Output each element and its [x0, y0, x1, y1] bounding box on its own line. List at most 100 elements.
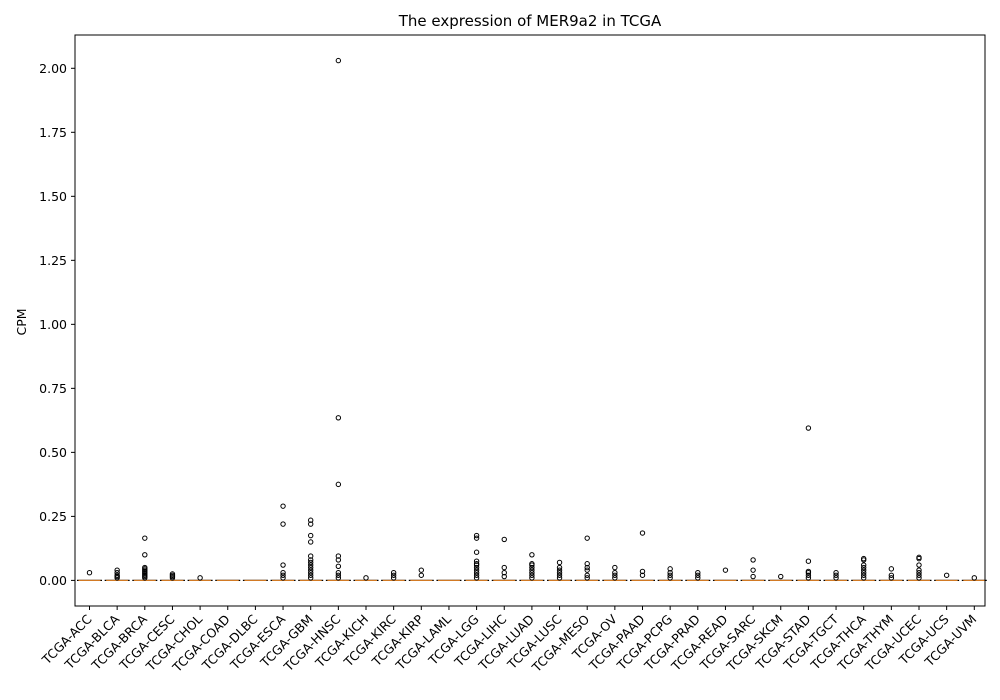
outlier-point	[861, 562, 867, 568]
outlier-point	[584, 575, 590, 581]
outlier-point	[501, 570, 507, 576]
outlier-point	[308, 572, 314, 578]
outlier-point	[529, 570, 535, 576]
outlier-point	[529, 564, 535, 571]
outlier-point	[86, 570, 93, 576]
outlier-point	[308, 567, 314, 573]
outlier-point	[556, 575, 563, 581]
outlier-point	[390, 570, 397, 576]
outlier-point	[805, 425, 812, 431]
outlier-point	[639, 572, 646, 578]
outlier-point	[888, 572, 895, 578]
outlier-point	[695, 572, 701, 578]
outlier-point	[667, 570, 673, 576]
outlier-point	[473, 564, 480, 571]
outlier-point	[584, 535, 590, 541]
outlier-point	[805, 575, 812, 581]
outlier-point	[916, 555, 922, 562]
outlier-point	[916, 572, 922, 578]
outlier-point	[280, 521, 286, 527]
outlier-point	[418, 572, 424, 578]
outlier-point	[335, 557, 342, 563]
y-tick-label: 0.75	[39, 381, 67, 396]
outlier-point	[335, 563, 342, 570]
y-tick-label: 0.50	[39, 445, 67, 460]
outlier-point	[308, 559, 314, 566]
y-tick-label: 1.25	[39, 253, 67, 268]
outlier-point	[335, 553, 342, 559]
outlier-point	[308, 517, 314, 523]
outlier-point	[529, 552, 535, 558]
outlier-point	[667, 572, 673, 578]
outlier-point	[750, 557, 756, 563]
outlier-point	[142, 575, 148, 581]
y-tick-label: 1.00	[39, 317, 67, 332]
outlier-point	[805, 572, 812, 578]
outlier-point	[916, 575, 922, 581]
outlier-point	[390, 572, 397, 578]
outlier-point	[473, 575, 480, 581]
outlier-point	[584, 564, 590, 571]
outlier-point	[778, 573, 784, 580]
outlier-point	[308, 575, 314, 581]
y-tick-label: 1.75	[39, 125, 67, 140]
outlier-point	[639, 568, 646, 575]
outlier-point	[556, 559, 563, 566]
outlier-point	[501, 564, 507, 571]
outlier-point	[584, 572, 590, 578]
outlier-point	[722, 567, 729, 573]
outlier-point	[667, 566, 673, 572]
outlier-point	[308, 539, 314, 545]
outlier-point	[971, 575, 977, 581]
outlier-point	[473, 572, 480, 578]
outlier-point	[529, 572, 535, 578]
outlier-point	[473, 535, 480, 541]
y-tick-label: 2.00	[39, 61, 67, 76]
outlier-point	[556, 567, 563, 573]
outlier-point	[556, 570, 563, 576]
outlier-point	[473, 549, 480, 555]
outlier-point	[861, 564, 867, 571]
outlier-point	[612, 564, 618, 571]
outlier-point	[612, 570, 618, 576]
outlier-point	[308, 570, 314, 576]
outlier-point	[639, 530, 646, 536]
outlier-point	[473, 558, 480, 564]
outlier-point	[473, 567, 480, 573]
outlier-point	[308, 562, 314, 568]
outlier-point	[335, 415, 342, 421]
outlier-point	[750, 567, 756, 573]
outlier-point	[142, 552, 148, 558]
outlier-point	[943, 572, 950, 578]
outlier-point	[335, 481, 342, 488]
outlier-point	[750, 573, 756, 580]
y-axis-title: CPM	[14, 308, 29, 335]
plot-content: 0.000.250.500.751.001.251.501.752.00TCGA…	[38, 57, 987, 676]
plot-frame	[74, 34, 986, 607]
outlier-point	[280, 570, 286, 576]
outlier-point	[888, 575, 895, 581]
outlier-point	[473, 532, 480, 539]
outlier-point	[916, 562, 922, 568]
outlier-point	[335, 57, 342, 64]
outlier-point	[308, 553, 314, 559]
outlier-point	[861, 557, 867, 563]
outlier-point	[418, 567, 424, 573]
outlier-point	[473, 562, 480, 568]
outlier-point	[861, 575, 867, 581]
outlier-point	[335, 572, 342, 578]
outlier-point	[280, 572, 286, 578]
outlier-point	[861, 572, 867, 578]
outlier-point	[612, 575, 618, 581]
outlier-point	[280, 503, 286, 509]
outlier-point	[612, 572, 618, 578]
outlier-point	[473, 570, 480, 576]
outlier-point	[833, 570, 839, 576]
outlier-point	[556, 564, 563, 571]
outlier-point	[501, 536, 507, 543]
outlier-point	[280, 562, 286, 568]
outlier-point	[584, 561, 590, 567]
outlier-point	[308, 557, 314, 563]
outlier-point	[114, 567, 120, 573]
